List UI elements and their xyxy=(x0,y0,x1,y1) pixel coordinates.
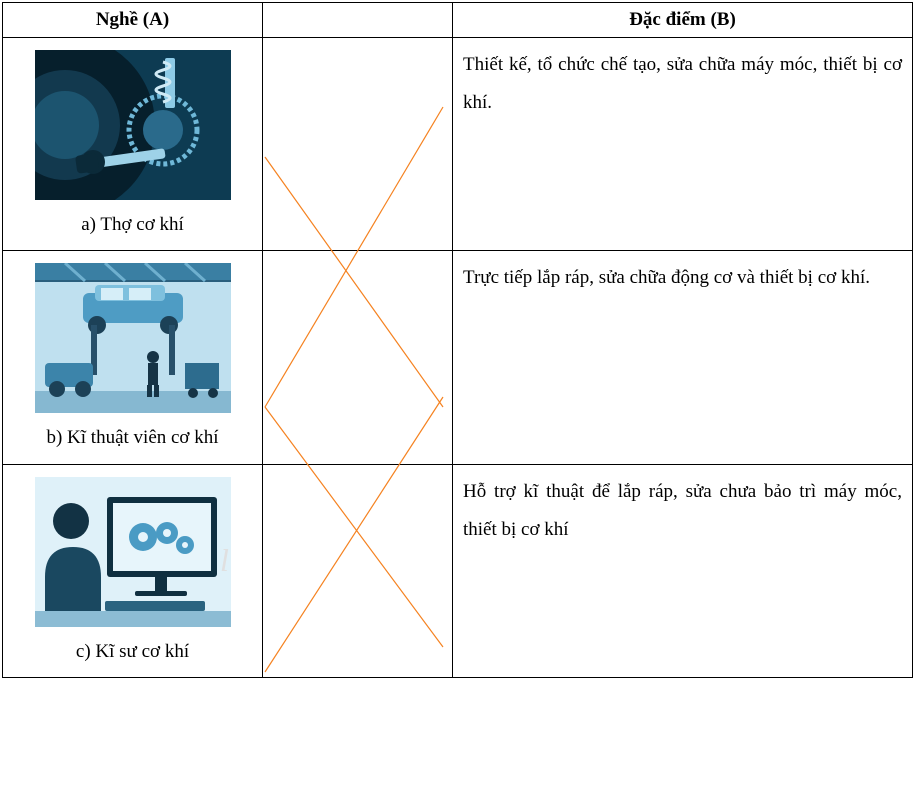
image-mechanic xyxy=(35,50,231,200)
header-gap xyxy=(263,3,453,38)
desc-1: Thiết kế, tổ chức chế tạo, sửa chữa máy … xyxy=(453,38,913,251)
gap-2 xyxy=(263,251,453,464)
gap-3 xyxy=(263,464,453,677)
image-engineer-cad xyxy=(35,477,231,627)
image-auto-shop xyxy=(35,263,231,413)
caption-b: b) Kĩ thuật viên cơ khí xyxy=(11,423,254,453)
watermark: l xyxy=(220,542,229,579)
cell-a-2: b) Kĩ thuật viên cơ khí xyxy=(3,251,263,464)
caption-a: a) Thợ cơ khí xyxy=(11,210,254,240)
desc-3: Hỗ trợ kĩ thuật để lắp ráp, sửa chưa bảo… xyxy=(453,464,913,677)
caption-c: c) Kĩ sư cơ khí xyxy=(11,637,254,667)
header-row: Nghề (A) Đặc điểm (B) xyxy=(3,3,913,38)
table-row: c) Kĩ sư cơ khí Hỗ trợ kĩ thuật để lắp r… xyxy=(3,464,913,677)
header-a: Nghề (A) xyxy=(3,3,263,38)
table-row: a) Thợ cơ khí Thiết kế, tổ chức chế tạo,… xyxy=(3,38,913,251)
table-row: b) Kĩ thuật viên cơ khí Trực tiếp lắp rá… xyxy=(3,251,913,464)
gap-1 xyxy=(263,38,453,251)
cell-a-1: a) Thợ cơ khí xyxy=(3,38,263,251)
header-b: Đặc điểm (B) xyxy=(453,3,913,38)
matching-table: Nghề (A) Đặc điểm (B) xyxy=(2,2,913,678)
desc-2: Trực tiếp lắp ráp, sửa chữa động cơ và t… xyxy=(453,251,913,464)
